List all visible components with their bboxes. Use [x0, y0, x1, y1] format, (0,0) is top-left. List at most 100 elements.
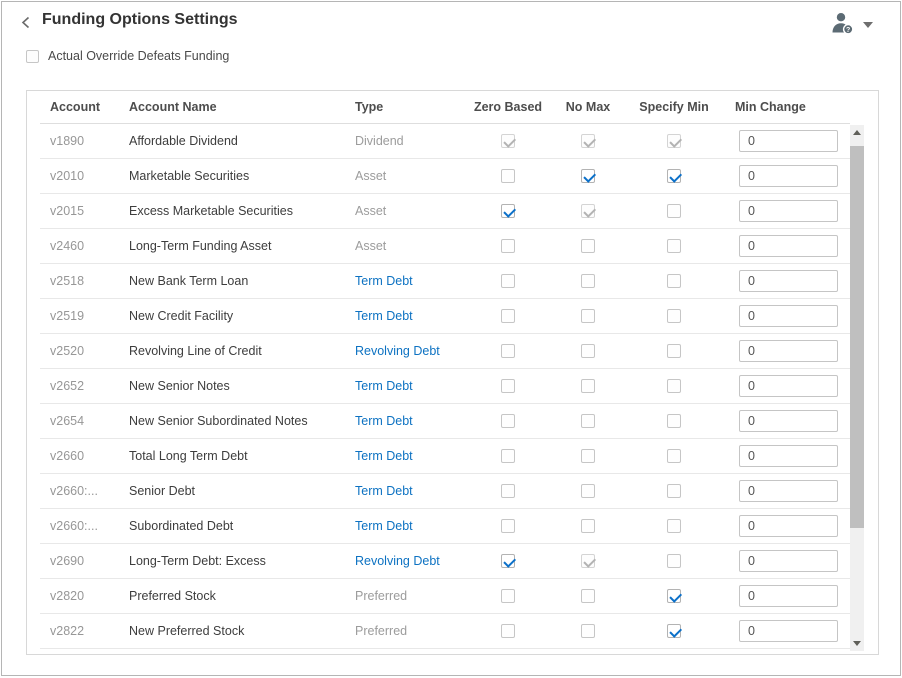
min-change-input[interactable]: [739, 445, 838, 467]
type-label: Preferred: [355, 624, 408, 638]
specify-min-checkbox[interactable]: [667, 274, 681, 288]
type-link[interactable]: Term Debt: [355, 519, 413, 533]
specify-min-checkbox-cell: [630, 274, 718, 288]
zero-based-checkbox-cell: [470, 589, 546, 603]
min-change-input[interactable]: [739, 270, 838, 292]
scrollbar-down-button[interactable]: [850, 636, 864, 651]
account-id-cell: v2690: [50, 554, 85, 568]
min-change-input[interactable]: [739, 305, 838, 327]
zero-based-checkbox[interactable]: [501, 309, 515, 323]
specify-min-checkbox-cell: [630, 169, 718, 183]
no-max-checkbox[interactable]: [581, 484, 595, 498]
min-change-input[interactable]: [739, 620, 838, 642]
min-change-input[interactable]: [739, 480, 838, 502]
min-change-input[interactable]: [739, 375, 838, 397]
zero-based-checkbox[interactable]: [501, 624, 515, 638]
zero-based-checkbox[interactable]: [501, 204, 515, 218]
min-change-cell: [718, 305, 850, 327]
zero-based-checkbox[interactable]: [501, 379, 515, 393]
zero-based-checkbox[interactable]: [501, 239, 515, 253]
specify-min-checkbox[interactable]: [667, 484, 681, 498]
type-link[interactable]: Term Debt: [355, 274, 413, 288]
zero-based-checkbox[interactable]: [501, 484, 515, 498]
funding-options-panel: Account Account Name Type Zero Based No …: [26, 90, 879, 655]
min-change-input[interactable]: [739, 200, 838, 222]
scrollbar-thumb[interactable]: [850, 146, 864, 528]
zero-based-checkbox-cell: [470, 624, 546, 638]
no-max-checkbox[interactable]: [581, 414, 595, 428]
type-link[interactable]: Term Debt: [355, 449, 413, 463]
column-header-account: Account: [50, 100, 100, 114]
no-max-checkbox-cell: [546, 554, 630, 568]
no-max-checkbox[interactable]: [581, 379, 595, 393]
no-max-checkbox[interactable]: [581, 449, 595, 463]
no-max-checkbox[interactable]: [581, 624, 595, 638]
type-link[interactable]: Term Debt: [355, 484, 413, 498]
specify-min-checkbox[interactable]: [667, 239, 681, 253]
zero-based-checkbox[interactable]: [501, 519, 515, 533]
min-change-input[interactable]: [739, 165, 838, 187]
specify-min-checkbox[interactable]: [667, 344, 681, 358]
min-change-cell: [718, 410, 850, 432]
min-change-input[interactable]: [739, 340, 838, 362]
actual-override-checkbox[interactable]: [26, 49, 39, 63]
account-id-cell: v2015: [50, 204, 85, 218]
account-id-cell: v2520: [50, 344, 85, 358]
no-max-checkbox[interactable]: [581, 309, 595, 323]
no-max-checkbox-cell: [546, 484, 630, 498]
specify-min-checkbox[interactable]: [667, 309, 681, 323]
table-row: v2690 Long-Term Debt: Excess Revolving Deb…: [40, 544, 850, 579]
no-max-checkbox[interactable]: [581, 274, 595, 288]
zero-based-checkbox-cell: [470, 519, 546, 533]
type-link[interactable]: Term Debt: [355, 414, 413, 428]
specify-min-checkbox[interactable]: [667, 204, 681, 218]
zero-based-checkbox[interactable]: [501, 449, 515, 463]
min-change-input[interactable]: [739, 515, 838, 537]
type-cell: Term Debt: [355, 519, 470, 533]
min-change-cell: [718, 270, 850, 292]
specify-min-checkbox[interactable]: [667, 169, 681, 183]
min-change-input[interactable]: [739, 410, 838, 432]
specify-min-checkbox[interactable]: [667, 554, 681, 568]
min-change-input[interactable]: [739, 550, 838, 572]
specify-min-checkbox[interactable]: [667, 589, 681, 603]
type-link[interactable]: Term Debt: [355, 309, 413, 323]
user-menu-button[interactable]: ?: [830, 12, 873, 35]
zero-based-checkbox[interactable]: [501, 589, 515, 603]
no-max-checkbox-cell: [546, 274, 630, 288]
zero-based-checkbox[interactable]: [501, 344, 515, 358]
specify-min-checkbox[interactable]: [667, 449, 681, 463]
no-max-checkbox[interactable]: [581, 239, 595, 253]
type-link[interactable]: Term Debt: [355, 379, 413, 393]
type-label: Dividend: [355, 134, 404, 148]
type-link[interactable]: Revolving Debt: [355, 344, 440, 358]
zero-based-checkbox[interactable]: [501, 274, 515, 288]
zero-based-checkbox[interactable]: [501, 414, 515, 428]
vertical-scrollbar[interactable]: [850, 125, 864, 651]
specify-min-checkbox[interactable]: [667, 414, 681, 428]
account-name-cell: Long-Term Funding Asset: [129, 239, 272, 253]
no-max-checkbox[interactable]: [581, 519, 595, 533]
type-link[interactable]: Revolving Debt: [355, 554, 440, 568]
account-name-cell: Preferred Stock: [129, 589, 216, 603]
back-button[interactable]: [16, 12, 36, 32]
min-change-input[interactable]: [739, 235, 838, 257]
zero-based-checkbox-cell: [470, 274, 546, 288]
min-change-input[interactable]: [739, 585, 838, 607]
zero-based-checkbox[interactable]: [501, 169, 515, 183]
no-max-checkbox[interactable]: [581, 589, 595, 603]
specify-min-checkbox[interactable]: [667, 519, 681, 533]
type-label: Asset: [355, 204, 387, 218]
specify-min-checkbox[interactable]: [667, 624, 681, 638]
scrollbar-up-button[interactable]: [850, 125, 864, 140]
no-max-checkbox[interactable]: [581, 169, 595, 183]
min-change-input[interactable]: [739, 130, 838, 152]
account-id-cell: v2010: [50, 169, 85, 183]
no-max-checkbox[interactable]: [581, 344, 595, 358]
specify-min-checkbox-cell: [630, 484, 718, 498]
type-cell: Term Debt: [355, 484, 470, 498]
column-header-type: Type: [355, 100, 384, 114]
specify-min-checkbox[interactable]: [667, 379, 681, 393]
zero-based-checkbox[interactable]: [501, 554, 515, 568]
min-change-cell: [718, 585, 850, 607]
